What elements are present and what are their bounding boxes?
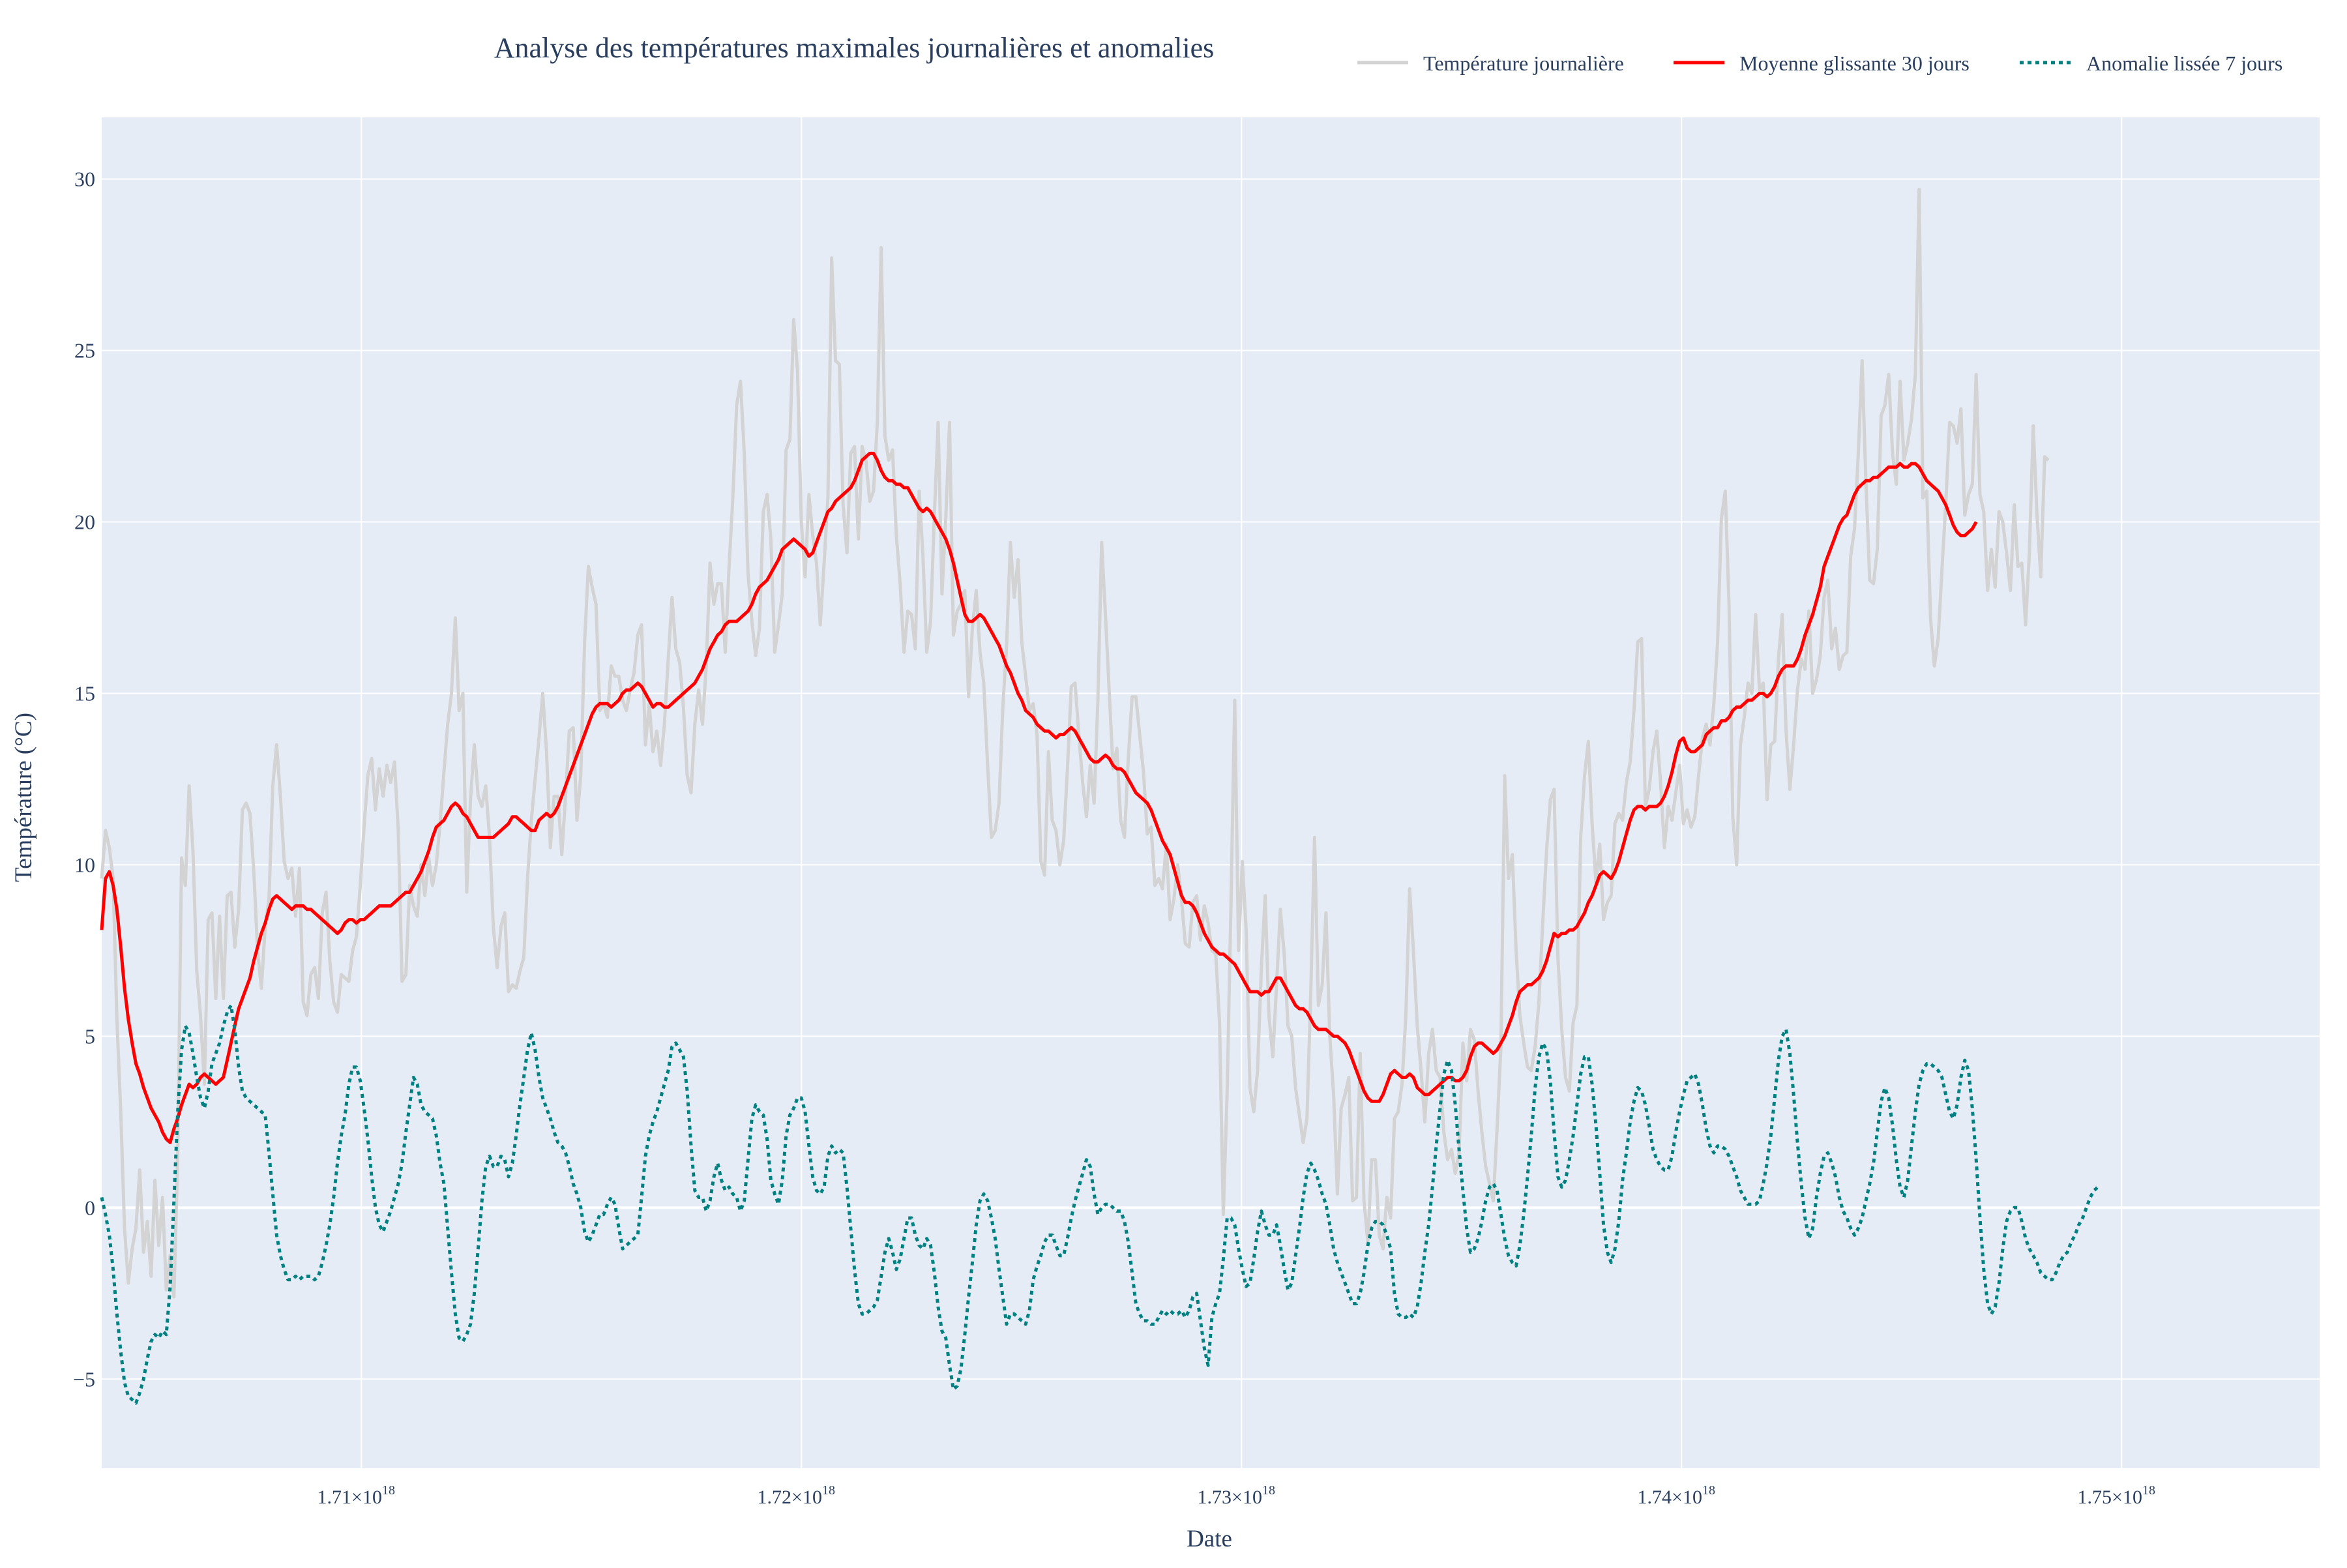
series-daily-temperature — [100, 187, 2050, 1299]
x-tick-label: 1.75×1018 — [2078, 1483, 2155, 1508]
y-tick-label: 20 — [74, 510, 95, 534]
legend-item-anomaly[interactable]: Anomalie lissée 7 jours — [2020, 52, 2282, 75]
series-anomaly-smoothed-7d — [100, 1003, 2099, 1405]
y-axis-title: Température (°C) — [10, 713, 37, 882]
legend-item-daily[interactable]: Température journalière — [1357, 52, 1624, 75]
legend-item-rolling[interactable]: Moyenne glissante 30 jours — [1674, 52, 1970, 75]
y-tick-label: 15 — [74, 681, 95, 705]
legend: Température journalière Moyenne glissant… — [1357, 52, 2282, 75]
y-tick-label: 25 — [74, 339, 95, 362]
series-layer — [100, 187, 2099, 1405]
chart-title: Analyse des températures maximales journ… — [494, 32, 1215, 64]
y-tick-labels: −5 0 5 10 15 20 25 30 — [73, 168, 95, 1391]
y-tick-label: −5 — [73, 1367, 95, 1391]
y-tick-label: 5 — [85, 1024, 95, 1048]
series-rolling-mean-30d — [100, 451, 1978, 1144]
legend-label-rolling: Moyenne glissante 30 jours — [1739, 52, 1970, 75]
x-axis-title: Date — [1187, 1526, 1232, 1552]
legend-label-anomaly: Anomalie lissée 7 jours — [2086, 52, 2282, 75]
y-gridlines — [102, 178, 2320, 1380]
y-tick-label: 0 — [85, 1196, 95, 1219]
y-tick-label: 30 — [74, 168, 95, 191]
y-tick-label: 10 — [74, 853, 95, 876]
plot-area — [102, 117, 2320, 1468]
legend-label-daily: Température journalière — [1423, 52, 1624, 75]
